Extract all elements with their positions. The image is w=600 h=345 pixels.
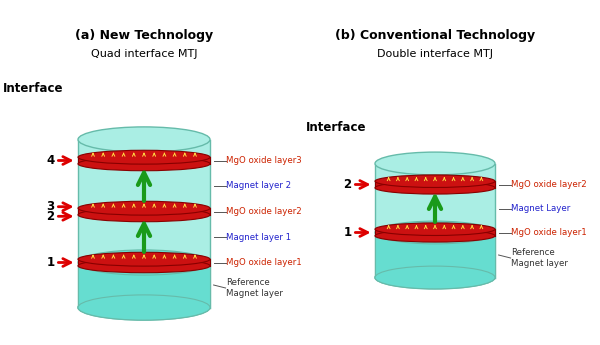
Bar xyxy=(78,157,210,164)
Bar xyxy=(78,139,210,307)
Ellipse shape xyxy=(375,152,495,175)
Ellipse shape xyxy=(375,175,495,187)
Bar xyxy=(375,229,495,236)
Bar xyxy=(375,164,495,277)
Text: Reference
Magnet layer: Reference Magnet layer xyxy=(226,278,283,298)
Bar xyxy=(78,259,210,266)
Text: 3: 3 xyxy=(46,200,55,213)
Ellipse shape xyxy=(78,295,210,320)
Ellipse shape xyxy=(375,223,495,236)
Text: 2: 2 xyxy=(46,210,55,223)
Ellipse shape xyxy=(375,266,495,289)
Text: 1: 1 xyxy=(46,256,55,269)
Ellipse shape xyxy=(375,229,495,242)
Text: 2: 2 xyxy=(343,178,352,191)
Text: (b) Conventional Technology: (b) Conventional Technology xyxy=(335,30,535,42)
Ellipse shape xyxy=(78,252,210,266)
Text: MgO oxide layer3: MgO oxide layer3 xyxy=(226,156,302,165)
Ellipse shape xyxy=(375,181,495,194)
Text: (a) New Technology: (a) New Technology xyxy=(75,30,213,42)
Ellipse shape xyxy=(78,259,210,273)
Bar xyxy=(78,263,210,307)
Text: Magnet layer 2: Magnet layer 2 xyxy=(226,181,292,190)
Ellipse shape xyxy=(78,150,210,164)
Text: Reference
Magnet layer: Reference Magnet layer xyxy=(511,248,568,268)
Ellipse shape xyxy=(78,127,210,152)
Text: MgO oxide layer2: MgO oxide layer2 xyxy=(226,207,302,216)
Ellipse shape xyxy=(78,157,210,171)
Ellipse shape xyxy=(78,208,210,222)
Text: MgO oxide layer1: MgO oxide layer1 xyxy=(511,228,587,237)
Ellipse shape xyxy=(78,295,210,320)
Bar xyxy=(78,208,210,215)
Bar xyxy=(375,181,495,188)
Ellipse shape xyxy=(78,250,210,275)
Ellipse shape xyxy=(375,266,495,289)
Text: Double interface MTJ: Double interface MTJ xyxy=(377,49,493,59)
Ellipse shape xyxy=(375,221,495,244)
Text: MgO oxide layer1: MgO oxide layer1 xyxy=(226,258,302,267)
Bar xyxy=(375,233,495,277)
Text: Magnet Layer: Magnet Layer xyxy=(511,204,571,213)
Text: Quad interface MTJ: Quad interface MTJ xyxy=(91,49,197,59)
Text: MgO oxide layer2: MgO oxide layer2 xyxy=(511,180,587,189)
Text: Interface: Interface xyxy=(3,82,64,95)
Text: Interface: Interface xyxy=(306,121,367,134)
Ellipse shape xyxy=(78,201,210,215)
Text: 4: 4 xyxy=(46,154,55,167)
Text: Magnet layer 1: Magnet layer 1 xyxy=(226,233,292,241)
Text: 1: 1 xyxy=(343,226,352,239)
